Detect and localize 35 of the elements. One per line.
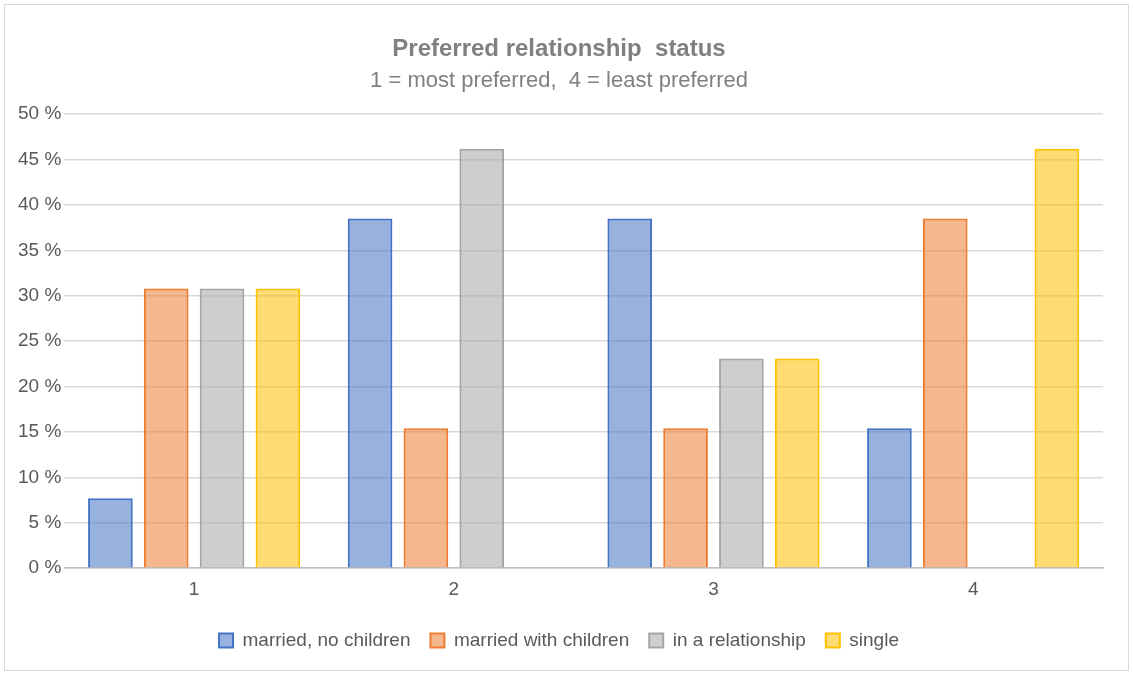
legend-label: in a relationship xyxy=(672,628,806,650)
y-tick-label: 40 % xyxy=(17,193,62,215)
bar xyxy=(88,498,133,568)
x-tick-label: 3 xyxy=(708,577,719,599)
bar xyxy=(403,428,449,568)
bar xyxy=(867,428,912,568)
bar xyxy=(255,288,301,568)
bar xyxy=(143,288,189,568)
y-tick-label: 45 % xyxy=(17,147,62,169)
bar xyxy=(459,148,505,568)
chart-subtitle: 1 = most preferred, 4 = least preferred xyxy=(370,67,748,93)
bar xyxy=(774,358,820,568)
y-tick-label: 30 % xyxy=(17,284,62,306)
y-tick-label: 5 % xyxy=(28,511,62,533)
x-tick-label: 2 xyxy=(448,577,460,599)
bar xyxy=(607,218,653,568)
bar xyxy=(1034,148,1080,568)
x-tick-label: 1 xyxy=(188,577,200,599)
x-tick-label: 4 xyxy=(967,577,979,599)
y-tick-label: 35 % xyxy=(17,238,62,260)
legend-label: single xyxy=(849,628,899,650)
bar xyxy=(719,358,764,568)
y-tick-label: 10 % xyxy=(17,465,62,487)
bar xyxy=(922,218,968,568)
y-tick-label: 15 % xyxy=(17,420,62,442)
y-tick-label: 25 % xyxy=(17,329,62,351)
legend-label: married with children xyxy=(453,628,630,650)
y-tick-label: 0 % xyxy=(28,556,62,578)
bar xyxy=(347,218,393,568)
y-tick-label: 20 % xyxy=(17,374,62,396)
bar xyxy=(663,428,708,568)
legend-label: married, no children xyxy=(242,628,411,650)
y-tick-label: 50 % xyxy=(17,102,62,124)
bar xyxy=(199,288,245,568)
chart-title: Preferred relationship status xyxy=(392,34,726,62)
